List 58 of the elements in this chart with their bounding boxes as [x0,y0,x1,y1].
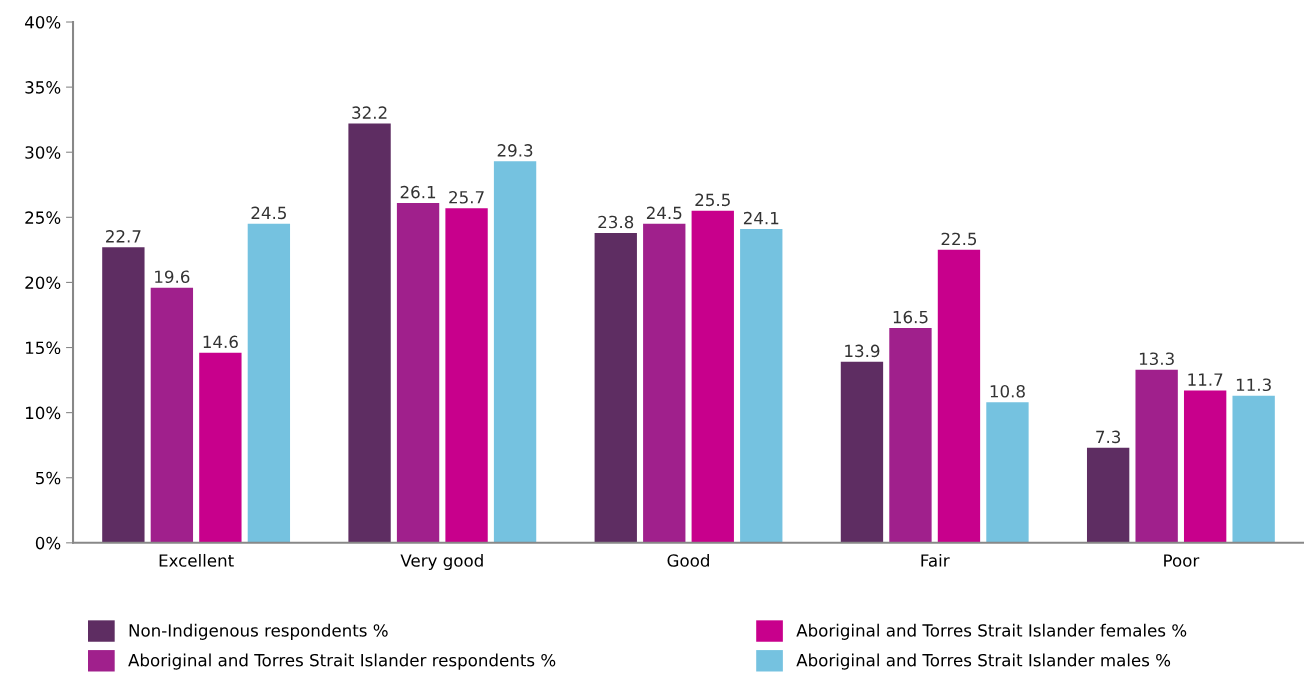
y-tick-label: 30% [25,146,61,159]
bar [643,223,686,543]
data-label: 24.5 [251,206,286,220]
bar [594,232,637,543]
data-label: 16.5 [893,310,928,324]
y-tick-label: 5% [36,471,61,485]
data-label: 26.1 [400,185,436,199]
legend-label: Aboriginal and Torres Strait Islander respondents % [128,653,556,670]
bar [937,249,981,543]
y-tick-label: 35% [25,81,61,94]
data-label: 32.2 [352,106,387,119]
bar [199,352,242,543]
x-tick-label: Fair [921,553,950,567]
bar [1183,390,1227,543]
y-tick-label: 20% [25,276,61,289]
bar [247,223,291,543]
data-label: 13.3 [1139,352,1174,366]
bar [150,287,194,543]
data-label: 22.7 [106,230,141,243]
data-label: 13.9 [845,344,880,358]
x-tick-label: Excellent [159,553,234,567]
data-label: 11.3 [1236,378,1271,392]
y-tick-label: 10% [26,406,61,420]
bar [840,361,884,543]
x-tick-label: Poor [1164,554,1200,567]
data-label: 29.3 [497,144,533,157]
y-tick-label: 15% [26,341,61,355]
legend-label: Non-Indigenous respondents % [129,623,388,640]
data-label: 7.3 [1096,430,1121,444]
bar [691,210,734,543]
data-label: 22.5 [941,232,977,246]
bar [348,123,391,543]
legend-label: Aboriginal and Torres Strait Islander males % [796,653,1171,670]
data-label: 23.8 [598,215,634,229]
data-label: 19.6 [155,270,190,284]
data-label: 14.6 [203,335,238,349]
bar [102,247,145,543]
legend-label: Aboriginal and Torres Strait Islander females % [796,623,1187,640]
data-label: 25.7 [449,190,484,204]
data-label: 24.5 [646,206,682,220]
data-label: 24.1 [743,211,779,225]
y-tick-label: 0% [35,536,61,550]
bar [889,328,932,543]
bar [1135,369,1178,543]
bar [445,208,488,543]
bar [396,203,440,543]
x-tick-label: Very good [400,553,483,571]
bar [1232,395,1275,543]
bar [740,229,783,543]
bar [493,161,537,543]
y-tick-label: 25% [25,211,61,224]
data-label: 11.7 [1188,373,1223,386]
data-label: 25.5 [695,193,730,207]
bar [1086,447,1130,543]
y-tick-label: 40% [24,15,61,29]
x-tick-label: Good [667,553,709,567]
bar [986,402,1029,543]
data-label: 10.8 [990,384,1025,398]
